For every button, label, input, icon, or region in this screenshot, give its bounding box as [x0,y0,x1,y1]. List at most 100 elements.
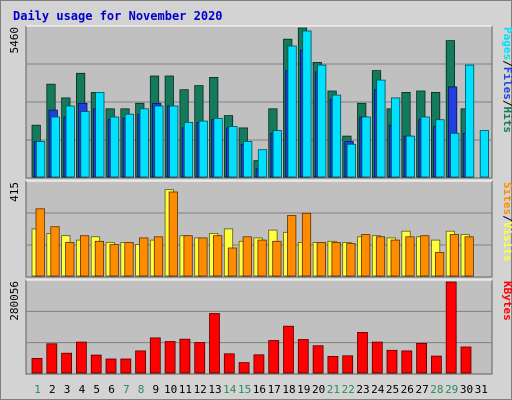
bar-sites-day-18 [287,215,297,277]
x-tick-day-13: 13 [208,383,221,396]
x-tick-day-10: 10 [164,383,177,396]
bar-sites-day-7 [124,241,134,277]
bar-kbytes-day-12 [194,342,206,374]
bar-sites-day-6 [109,244,119,277]
bar-kbytes-day-4 [76,341,87,374]
bar-sites-day-8 [139,237,149,277]
bar-pages-day-5 [95,92,105,178]
bar-kbytes-day-15 [238,362,250,374]
bar-pages-day-7 [124,113,134,178]
x-tick-day-26: 26 [401,383,414,396]
x-tick-day-17: 17 [268,383,281,396]
bar-pages-day-28 [435,119,445,178]
legend-entry-pages: Pages [501,27,512,60]
bar-pages-day-26 [405,135,416,178]
x-tick-day-16: 16 [253,383,266,396]
bar-kbytes-day-11 [179,338,191,374]
x-tick-day-27: 27 [415,383,428,396]
bar-kbytes-day-7 [120,358,132,374]
bar-sites-day-12 [198,237,208,277]
bar-sites-day-9 [153,236,164,277]
bar-sites-day-17 [272,240,282,277]
legend-entry-hits: Hits [501,107,512,134]
bar-pages-day-6 [110,116,120,178]
x-tick-day-31: 31 [475,383,488,396]
x-tick-day-29: 29 [445,383,458,396]
x-tick-day-11: 11 [179,383,192,396]
bar-pages-day-29 [450,132,460,178]
bar-sites-day-24 [375,236,386,277]
bar-pages-day-3 [65,105,75,178]
legend-separator: / [501,100,512,107]
bar-pages-day-22 [346,143,356,178]
bar-sites-day-28 [434,252,445,277]
bar-sites-day-13 [213,235,223,277]
bar-pages-day-21 [331,94,342,178]
panel-visitors-legend: Sites/Visits [501,182,512,262]
bar-kbytes-day-26 [401,350,413,374]
bar-kbytes-day-10 [164,341,176,374]
panel-requests-legend: Pages/Files/Hits [501,27,512,133]
panel-requests-ymax-label: 5460 [8,27,21,54]
x-tick-day-12: 12 [194,383,207,396]
panel-traffic-legend: KBytes [501,281,512,321]
bar-kbytes-day-28 [430,355,442,374]
bar-sites-day-1 [35,208,45,277]
x-tick-day-4: 4 [79,383,86,396]
bar-kbytes-day-2 [46,343,58,374]
bar-kbytes-day-19 [297,339,309,374]
bar-sites-day-19 [301,212,312,277]
bar-kbytes-day-21 [327,355,339,374]
bar-kbytes-day-16 [253,354,265,374]
x-tick-day-22: 22 [342,383,355,396]
x-tick-day-24: 24 [371,383,385,396]
legend-entry-sites: Sites [501,182,512,215]
bar-sites-day-25 [390,239,400,277]
bar-kbytes-day-1 [31,357,43,374]
bar-sites-day-21 [331,241,341,277]
bar-sites-day-14 [227,247,238,277]
bar-kbytes-day-14 [223,353,235,374]
bar-pages-day-14 [228,126,238,178]
bar-kbytes-day-18 [283,325,294,374]
bar-sites-day-16 [257,239,267,277]
bar-pages-day-10 [169,105,179,178]
bar-pages-day-12 [198,120,208,178]
bar-sites-day-30 [464,236,474,277]
legend-entry-kbytes: KBytes [501,281,512,321]
x-tick-day-3: 3 [64,383,71,396]
bar-pages-day-8 [139,108,149,178]
bar-pages-day-31 [479,130,490,178]
bar-sites-day-3 [65,241,75,277]
bar-kbytes-day-23 [357,331,368,374]
x-tick-day-5: 5 [93,383,100,396]
x-axis-day-labels: 1 2 3 4 5 6 7 8 9 10 11 12 13 14 15 16 17 18 19 20 21 22 23 24 2… [34,383,488,396]
bar-sites-day-11 [183,235,193,277]
bar-sites-day-23 [361,234,371,277]
x-tick-day-19: 19 [297,383,310,396]
x-tick-day-1: 1 [34,383,41,396]
x-tick-day-28: 28 [430,383,443,396]
x-tick-day-23: 23 [356,383,369,396]
bar-kbytes-day-22 [342,355,354,374]
bar-kbytes-day-17 [268,340,280,374]
bar-sites-day-5 [94,240,104,277]
bar-pages-day-25 [390,97,401,178]
x-tick-day-9: 9 [152,383,159,396]
bar-pages-day-17 [272,130,282,178]
panel-visitors-ymax-label: 415 [8,182,21,202]
x-tick-day-20: 20 [312,383,325,396]
x-tick-day-15: 15 [238,383,251,396]
bar-pages-day-19 [302,30,312,178]
x-tick-day-2: 2 [49,383,56,396]
bar-kbytes-day-6 [105,358,117,374]
bar-kbytes-day-9 [149,337,161,374]
bar-sites-day-20 [316,241,326,277]
bar-pages-day-27 [420,116,430,178]
bar-pages-day-30 [464,64,475,178]
bar-sites-day-4 [80,235,90,277]
bar-pages-day-23 [361,116,371,178]
bar-pages-day-24 [376,79,386,178]
bar-pages-day-9 [154,105,164,178]
